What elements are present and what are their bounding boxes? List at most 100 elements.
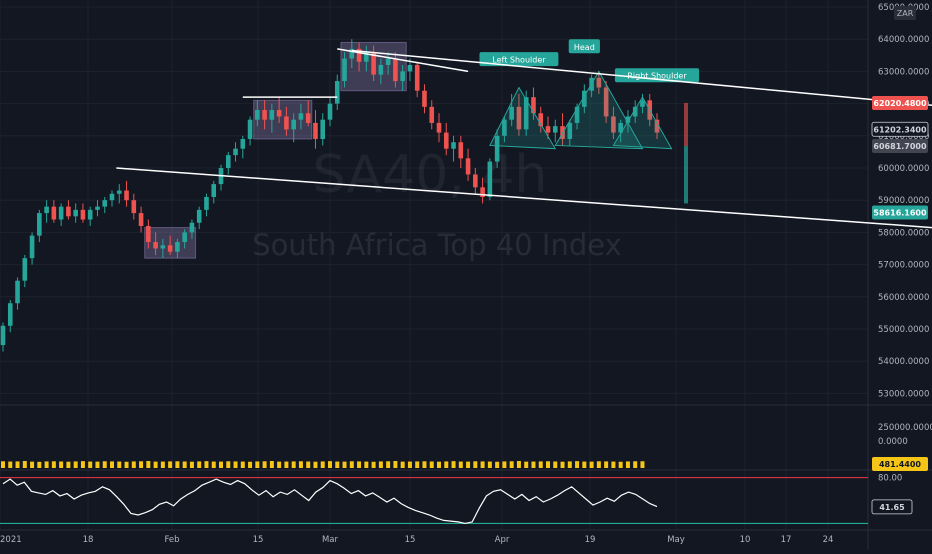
price-tick-label: 57000.0000 (878, 261, 929, 271)
volume-bar (117, 461, 122, 468)
candle-body (429, 106, 435, 123)
volume-bar (66, 461, 71, 468)
time-tick-label: 2021 (0, 535, 22, 545)
rsi-tag-label: 41.65 (879, 503, 905, 512)
candle-body (371, 52, 376, 75)
candle-body (247, 119, 253, 140)
volume-bar (596, 461, 601, 468)
candle-body (618, 122, 623, 133)
rsi-line (2, 478, 658, 525)
time-tick-label: Feb (164, 535, 179, 545)
volume-bar (131, 461, 136, 468)
candle-body (364, 52, 369, 62)
lower-channel-line[interactable] (116, 167, 932, 229)
volume-bar (342, 461, 347, 468)
volume-bar (240, 461, 245, 468)
volume-bar (560, 461, 565, 468)
upper-channel-line[interactable] (351, 49, 932, 106)
candle-body (414, 64, 420, 91)
volume-bar (524, 461, 529, 468)
pattern-label-box[interactable] (479, 52, 559, 67)
pattern-label-box[interactable] (614, 68, 700, 83)
candle-body (313, 122, 318, 140)
candle-body (160, 245, 166, 249)
price-tick-label: 54000.0000 (878, 357, 929, 367)
time-tick-label: Mar (322, 535, 339, 545)
candle-body (611, 116, 616, 133)
time-axis[interactable]: 2021 18 Feb 15 Mar 15 Apr 19 May 10 17 24 (0, 535, 833, 545)
volume-bar (458, 461, 463, 468)
volume-bar (153, 461, 158, 468)
candle-body (22, 258, 28, 281)
time-tick-label: 15 (253, 535, 264, 545)
volume-tick-label: 0.0000 (878, 437, 908, 447)
currency-badge[interactable]: ZAR (894, 6, 916, 20)
candle-body (596, 77, 602, 88)
candle-body (538, 113, 544, 127)
pattern-triangle[interactable] (554, 70, 644, 150)
volume-bar (219, 461, 223, 468)
volume-bar (509, 461, 514, 468)
candle-body (574, 106, 580, 123)
volume-bar (160, 461, 165, 468)
time-tick-label: 10 (740, 535, 751, 545)
time-tick-label: 24 (823, 535, 834, 545)
volume-bar (516, 461, 521, 468)
pattern-label: Left Shoulder (492, 56, 546, 65)
candle-body (298, 113, 304, 120)
volume-bar (415, 461, 420, 468)
volume-pane (1, 461, 645, 468)
volume-bar (386, 461, 391, 468)
candle-body (102, 200, 108, 207)
price-tag (871, 121, 929, 137)
candle-body (233, 148, 238, 156)
rsi-tick-label: 80.00 (878, 474, 902, 484)
volume-bar (378, 461, 383, 468)
candle-body (175, 242, 180, 252)
pattern-triangle[interactable] (489, 86, 557, 150)
candle-body (393, 58, 398, 82)
volume-tick-label: 250000.0000 (878, 423, 932, 433)
pattern-triangle[interactable] (612, 96, 673, 150)
volume-bar (139, 461, 144, 468)
volume-bar (313, 461, 318, 468)
volume-bar (495, 461, 500, 468)
volume-bar (364, 461, 369, 468)
resistance-line[interactable] (337, 48, 469, 73)
head-and-shoulders-pattern[interactable]: Left Shoulder Head Right Shoulder (479, 39, 700, 150)
candle-body (502, 119, 507, 136)
price-tick-label: 55000.0000 (878, 325, 929, 335)
candle-body (204, 196, 209, 210)
candle-body (305, 113, 311, 123)
volume-bar (95, 461, 100, 468)
candle-body (422, 90, 427, 107)
candle-body (436, 122, 442, 133)
candle-body (320, 119, 326, 140)
chart-title-watermark: SA40, 4h (313, 145, 548, 205)
volume-bar (422, 461, 427, 468)
candle-body (291, 119, 296, 130)
candle-body (523, 97, 529, 130)
candle-body (640, 100, 645, 107)
volume-bar (640, 461, 645, 468)
candle-body (473, 174, 478, 188)
volume-bar (51, 461, 56, 468)
volume-bar (37, 461, 42, 468)
candles (0, 39, 660, 352)
rsi-tag (871, 499, 913, 515)
volume-bar (538, 461, 543, 468)
candle-body (124, 190, 129, 201)
currency-badge-label: ZAR (897, 9, 914, 18)
volume-bar (582, 461, 587, 468)
candle-body (225, 155, 231, 168)
volume-bar (262, 461, 267, 468)
volume-bar (168, 461, 173, 468)
trend-lines[interactable] (116, 48, 932, 229)
volume-tag-label: 481.4400 (879, 460, 921, 469)
pattern-label-box[interactable] (568, 39, 600, 54)
candle-body (334, 81, 340, 104)
time-tick-label: 17 (781, 535, 792, 545)
price-axis[interactable]: 53000.0000 54000.0000 55000.0000 56000.0000… (878, 3, 932, 484)
time-tick-label: Apr (495, 535, 510, 545)
